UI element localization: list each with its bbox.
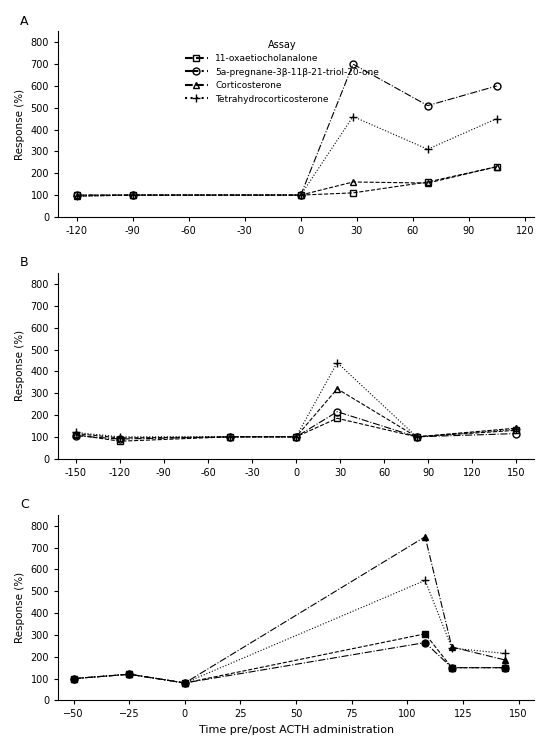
Text: A: A bbox=[20, 15, 29, 28]
Legend: 11-oxaetiocholanalone, 5a-pregnane-3β-11β-21-triol-20-one, Corticosterone, Tetra: 11-oxaetiocholanalone, 5a-pregnane-3β-11… bbox=[182, 36, 382, 107]
Y-axis label: Response (%): Response (%) bbox=[15, 572, 25, 644]
Y-axis label: Response (%): Response (%) bbox=[15, 88, 25, 160]
X-axis label: Time pre/post ACTH administration: Time pre/post ACTH administration bbox=[199, 725, 394, 735]
Text: C: C bbox=[20, 498, 29, 512]
Y-axis label: Response (%): Response (%) bbox=[15, 330, 25, 401]
Text: B: B bbox=[20, 256, 29, 269]
